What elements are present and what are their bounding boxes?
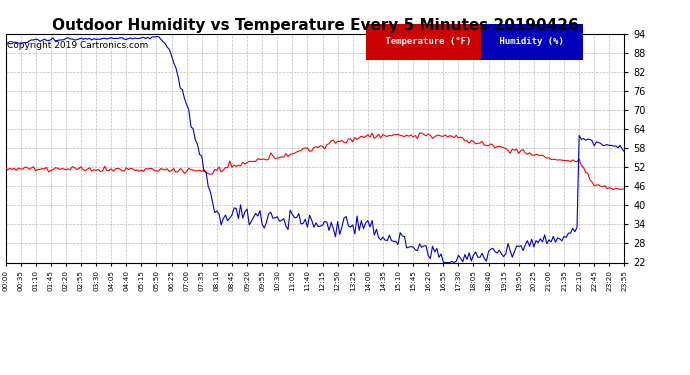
Title: Outdoor Humidity vs Temperature Every 5 Minutes 20190426: Outdoor Humidity vs Temperature Every 5 … <box>52 18 578 33</box>
Text: Copyright 2019 Cartronics.com: Copyright 2019 Cartronics.com <box>7 40 148 50</box>
Text: Humidity (%): Humidity (%) <box>495 37 570 46</box>
Text: Temperature (°F): Temperature (°F) <box>380 37 477 46</box>
